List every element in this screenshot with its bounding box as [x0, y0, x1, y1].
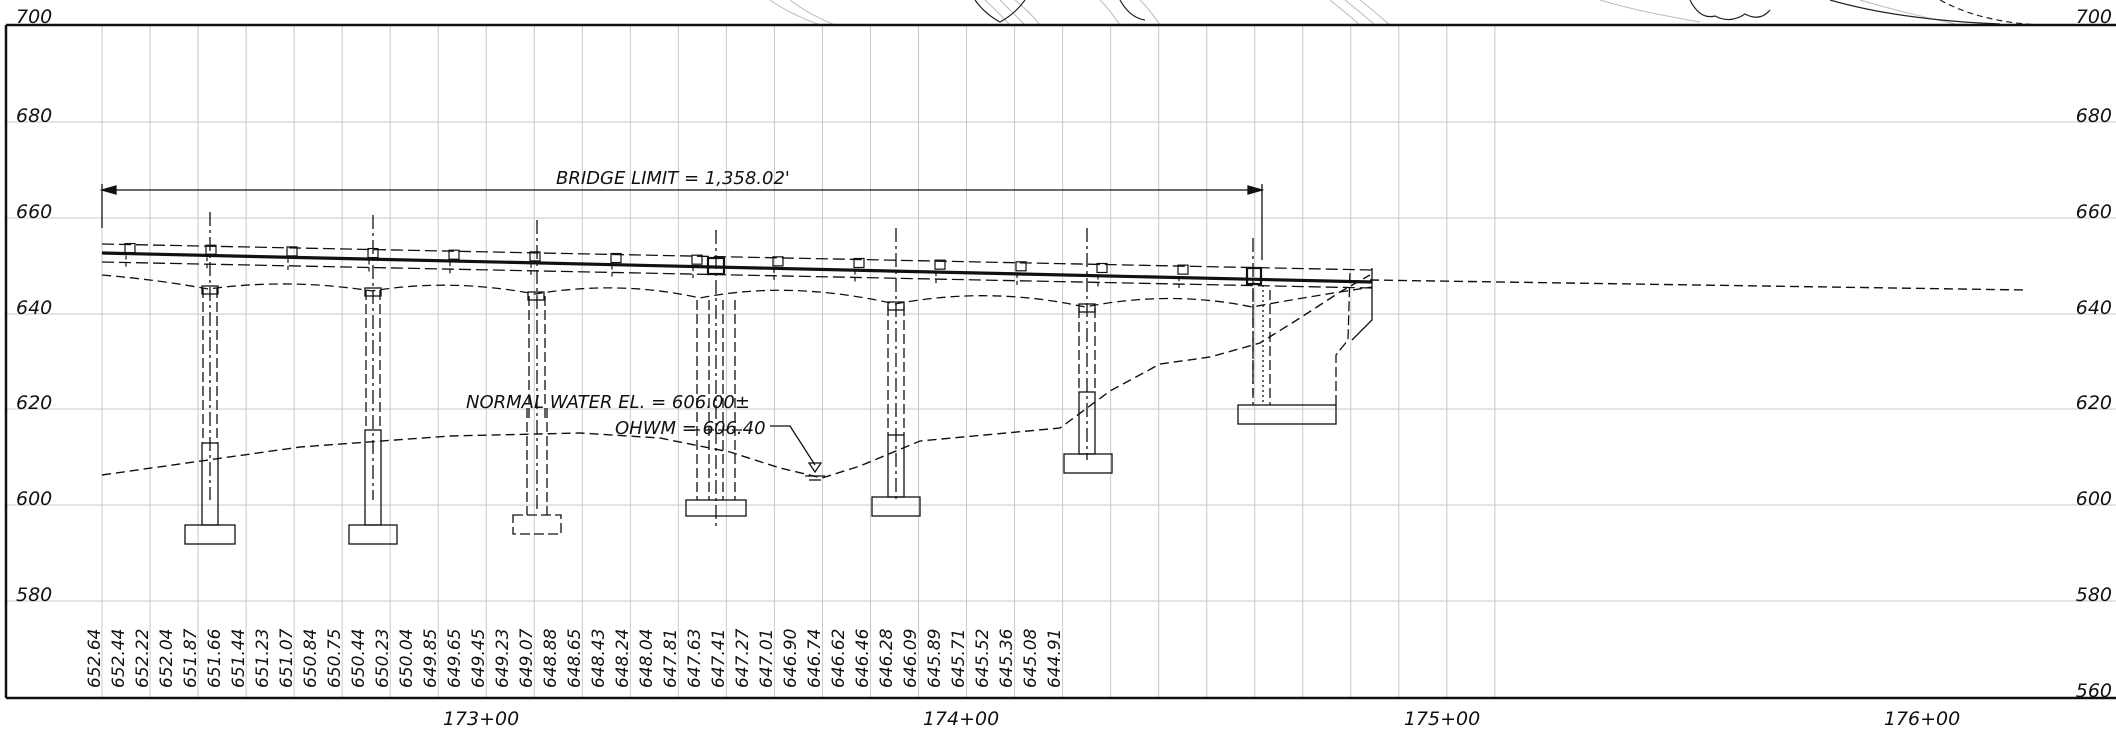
grade-elevation-labels: 652.64 652.44 652.22 652.04 651.87 651.66 651.…	[85, 628, 1065, 688]
elev-label: 700	[16, 6, 52, 28]
elev-label: 700	[2076, 6, 2112, 28]
pier-4	[685, 230, 747, 530]
grade-elevation-label: 648.04	[637, 629, 657, 688]
grade-elevation-label: 651.23	[253, 629, 273, 688]
deck-joints	[124, 242, 1189, 292]
pier-3	[512, 220, 562, 535]
grade-elevation-label: 649.65	[445, 629, 465, 688]
pier-1	[184, 212, 236, 545]
pier-6	[1063, 228, 1113, 474]
elevation-labels-right: 700 680 660 640 620 600 580 560	[2076, 6, 2112, 702]
deck-joint	[1015, 261, 1027, 272]
station-labels: 173+00 174+00 175+00 176+00	[443, 708, 1960, 729]
grade-elevation-label: 645.36	[997, 628, 1017, 688]
grade-elevation-label: 649.85	[421, 629, 441, 688]
grade-elevation-label: 646.62	[829, 629, 849, 688]
top-hatching	[769, 0, 1961, 26]
deck-joint	[853, 257, 865, 269]
elev-label: 620	[2076, 392, 2112, 414]
grade-elevation-label: 647.63	[685, 629, 705, 688]
normal-water-label: NORMAL WATER EL. = 606.00±	[466, 392, 750, 413]
pier-5	[871, 228, 921, 517]
grade-elevation-label: 651.87	[181, 628, 201, 688]
deck-joint	[1096, 262, 1108, 274]
vertical-grid	[101, 25, 1496, 698]
deck-joint	[205, 244, 217, 255]
grade-elevation-label: 652.64	[85, 629, 105, 688]
elevation-labels-left: 700 680 660 640 620 600 580	[16, 6, 52, 606]
grade-elevation-label: 649.07	[517, 628, 537, 688]
grade-elevation-label: 647.81	[661, 629, 681, 688]
elev-label: 600	[2076, 488, 2112, 510]
elev-label: 680	[2076, 105, 2112, 127]
deck-joint	[448, 249, 460, 260]
grade-elevation-label: 648.88	[541, 628, 561, 688]
deck-joint	[1177, 264, 1189, 275]
grade-elevation-label: 648.24	[613, 629, 633, 688]
grade-elevation-label: 650.04	[397, 629, 417, 688]
elev-label: 580	[2076, 584, 2112, 606]
elev-label: 640	[2076, 297, 2112, 319]
grade-elevation-label: 652.22	[133, 629, 153, 688]
grade-elevation-label: 646.90	[781, 629, 801, 688]
grade-elevation-label: 651.44	[229, 629, 249, 688]
grade-elevation-label: 649.23	[493, 629, 513, 688]
elev-label: 600	[16, 488, 52, 510]
station-label: 173+00	[443, 708, 519, 729]
water-symbol	[770, 425, 825, 481]
station-label: 174+00	[923, 708, 999, 729]
elev-label: 660	[16, 201, 52, 223]
elev-label: 680	[16, 105, 52, 127]
grade-elevation-label: 650.23	[373, 629, 393, 688]
grade-elevation-label: 645.89	[925, 629, 945, 688]
deck-joint	[610, 252, 622, 264]
grade-elevation-label: 647.01	[757, 629, 777, 688]
grade-elevation-label: 649.45	[469, 629, 489, 688]
bridge-deck	[101, 243, 1373, 290]
grade-elevation-label: 645.52	[973, 629, 993, 688]
elev-label: 640	[16, 297, 52, 319]
grade-line-extension	[1369, 279, 2026, 291]
deck-joint	[529, 251, 541, 262]
grade-elevation-label: 648.43	[589, 629, 609, 688]
grade-elevation-label: 650.84	[301, 629, 321, 688]
station-label: 176+00	[1884, 708, 1960, 729]
pier-2	[348, 215, 398, 545]
deck-joint	[772, 256, 784, 267]
grade-elevation-label: 645.71	[949, 629, 969, 688]
grade-elevation-label: 647.27	[733, 628, 753, 688]
grade-elevation-label: 645.08	[1021, 628, 1041, 688]
grade-elevation-label: 646.74	[805, 629, 825, 688]
grade-elevation-label: 644.91	[1045, 629, 1065, 688]
existing-ground-line	[101, 274, 1371, 479]
grade-elevation-label: 652.04	[157, 629, 177, 688]
station-label: 175+00	[1404, 708, 1480, 729]
elev-label: 580	[16, 584, 52, 606]
elev-label: 620	[16, 392, 52, 414]
grade-elevation-label: 650.75	[325, 629, 345, 688]
abutment	[1237, 238, 1373, 425]
deck-joint	[286, 246, 298, 257]
grade-elevation-label: 650.44	[349, 629, 369, 688]
elev-label: 560	[2076, 680, 2112, 702]
grade-elevation-label: 652.44	[109, 629, 129, 688]
deck-joint	[934, 259, 946, 270]
grade-elevation-label: 651.66	[205, 628, 225, 688]
grade-elevation-label: 646.28	[877, 628, 897, 688]
top-terrain-sketch	[974, 0, 2041, 26]
grade-elevation-label: 648.65	[565, 629, 585, 688]
grade-elevation-label: 646.46	[853, 628, 873, 688]
ohwm-label: OHWM = 606.40	[615, 418, 766, 439]
grade-elevation-label: 646.09	[901, 629, 921, 688]
grade-elevation-label: 651.07	[277, 628, 297, 688]
elev-label: 660	[2076, 201, 2112, 223]
bridge-limit-dimension	[99, 184, 1265, 260]
bridge-limit-label: BRIDGE LIMIT = 1,358.02'	[556, 168, 790, 189]
deck-joint	[124, 242, 136, 254]
horizontal-grid	[6, 121, 2116, 602]
girder-haunches	[101, 274, 1373, 308]
grade-elevation-label: 647.41	[709, 629, 729, 688]
deck-joint	[691, 254, 703, 265]
